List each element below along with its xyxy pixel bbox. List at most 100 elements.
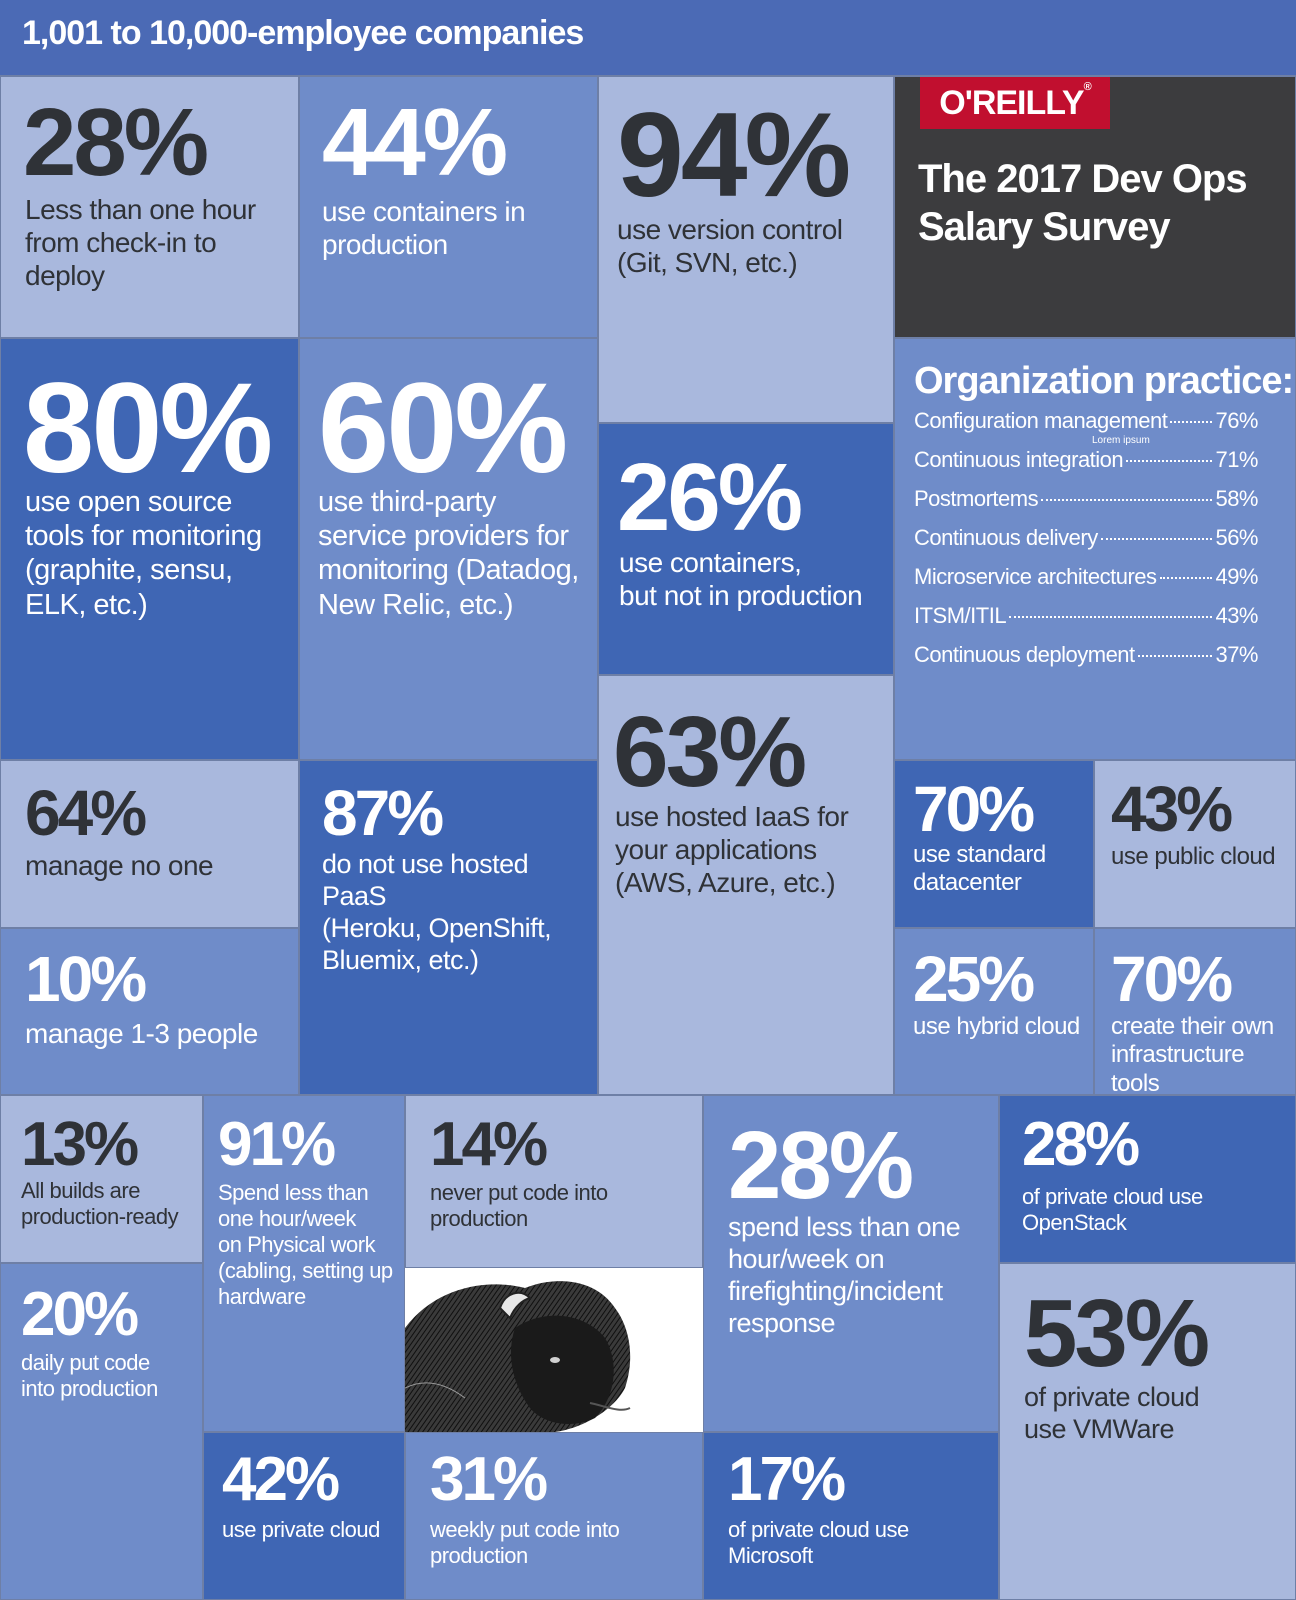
survey-title-line: Salary Survey	[918, 205, 1171, 249]
practice-item-label: Postmortems	[914, 486, 1039, 511]
practice-item: Continuous integration 71%	[914, 447, 1258, 486]
stat-label: create their own	[1111, 1013, 1274, 1040]
stat-percent: 28%	[728, 1112, 914, 1219]
stat-label: manage no one	[25, 850, 214, 881]
stat-label: use open source	[25, 486, 232, 518]
stat-percent: 70%	[913, 773, 1035, 845]
stat-label: production	[430, 1205, 528, 1231]
stat-label: Spend less than	[218, 1180, 369, 1205]
stat-label: from check-in to deploy	[25, 227, 217, 292]
stat-label: hour/week on	[728, 1243, 885, 1274]
practice-item-value: 58%	[1215, 486, 1258, 511]
stat-label: your applications	[615, 834, 817, 866]
stat-percent: 53%	[1024, 1280, 1210, 1387]
stat-label: use version control	[617, 214, 843, 245]
practice-item: Postmortems 58%	[914, 486, 1258, 525]
practice-item-label: Continuous deployment	[914, 642, 1135, 667]
stat-percent: 42%	[222, 1445, 340, 1514]
stat-label: response	[728, 1307, 836, 1338]
dot-leader	[1041, 499, 1213, 501]
stat-label: use containers,	[619, 547, 802, 578]
stat-label: Microsoft	[728, 1542, 813, 1568]
oreilly-logo: O'REILLY®	[920, 77, 1110, 129]
stat-percent: 28%	[1022, 1110, 1140, 1179]
stat-label: OpenStack	[1022, 1209, 1127, 1235]
stat-label: use hybrid cloud	[913, 1013, 1080, 1040]
practice-item-label: Microservice architectures	[914, 564, 1157, 589]
stat-percent: 63%	[613, 696, 807, 808]
stat-percent: 60%	[318, 357, 568, 500]
stat-label: service providers for	[318, 520, 569, 553]
stat-percent: 20%	[21, 1280, 139, 1349]
page-header: 1,001 to 10,000-employee companies	[0, 0, 1296, 76]
stat-own-infra-tools: 70% create their own infrastructure tool…	[1094, 928, 1296, 1095]
stat-percent: 31%	[430, 1445, 548, 1514]
logo-text: O'REILLY	[939, 84, 1084, 122]
stat-label: never put code into	[430, 1180, 608, 1205]
stat-label: datacenter	[913, 869, 1022, 897]
practice-item-value: 71%	[1215, 447, 1258, 472]
stat-percent: 26%	[617, 444, 803, 551]
practice-item-label: Configuration management	[914, 408, 1168, 433]
stat-label: production	[430, 1542, 528, 1568]
stat-label: on Physical work	[218, 1231, 376, 1257]
stat-physical-work: 91% Spend less than one hour/week on Phy…	[203, 1095, 405, 1432]
stat-label: use VMWare	[1024, 1413, 1175, 1444]
stat-weekly-code: 31% weekly put code into production	[405, 1432, 703, 1600]
practice-note: Lorem ipsum	[1092, 435, 1150, 446]
stat-percent: 14%	[430, 1110, 548, 1179]
stat-percent: 13%	[21, 1110, 139, 1179]
survey-title: The 2017 Dev Ops Salary Survey	[918, 155, 1278, 251]
stat-label: into production	[21, 1375, 158, 1401]
organization-practice-panel	[894, 338, 1296, 760]
stat-label: production	[322, 229, 448, 261]
practice-item-label: ITSM/ITIL	[914, 603, 1007, 628]
stat-hosted-iaas: 63% use hosted IaaS for your application…	[598, 675, 894, 1095]
stat-label: (Git, SVN, etc.)	[617, 247, 798, 279]
stat-label: weekly put code into	[430, 1517, 620, 1542]
stat-public-cloud: 43% use public cloud	[1094, 760, 1296, 928]
stat-label: manage 1-3 people	[25, 1018, 258, 1049]
practice-list: Configuration management 76% Continuous in…	[914, 408, 1258, 681]
stat-label: spend less than one	[728, 1212, 961, 1242]
dot-leader	[1009, 616, 1213, 618]
stat-standard-datacenter: 70% use standard datacenter	[894, 760, 1094, 928]
practice-item: Configuration management 76%	[914, 408, 1258, 447]
stat-percent: 80%	[23, 357, 273, 500]
stat-third-party-monitoring: 60% use third-party service providers fo…	[299, 338, 598, 760]
stat-label: (Heroku, OpenShift,	[322, 912, 552, 943]
stat-label: use standard	[913, 841, 1046, 868]
stat-percent: 28%	[23, 89, 209, 196]
stat-label: firefighting/incident	[728, 1275, 943, 1306]
dot-leader	[1137, 655, 1213, 657]
practice-item-value: 56%	[1215, 525, 1258, 550]
stat-never-code: 14% never put code into production	[405, 1095, 703, 1268]
stat-manage-1-3: 10% manage 1-3 people	[0, 928, 299, 1095]
stat-label: one hour/week	[218, 1205, 356, 1231]
stat-hybrid-cloud: 25% use hybrid cloud	[894, 928, 1094, 1095]
stat-label: ELK, etc.)	[25, 588, 148, 621]
practice-item: Continuous delivery 56%	[914, 525, 1258, 564]
stat-percent: 91%	[218, 1110, 336, 1179]
stat-label: do not use hosted PaaS	[322, 849, 529, 911]
stat-microsoft: 17% of private cloud use Microsoft	[703, 1432, 999, 1600]
stat-percent: 43%	[1111, 773, 1233, 845]
stat-label: tools for monitoring	[25, 520, 262, 553]
stat-label: of private cloud use	[1022, 1184, 1203, 1209]
stat-manage-no-one: 64% manage no one	[0, 760, 299, 928]
dot-leader	[1126, 460, 1213, 462]
practice-item: Microservice architectures 49%	[914, 564, 1258, 603]
stat-deploy-hour: 28% Less than one hour from check-in to …	[0, 76, 299, 338]
stat-label: use hosted IaaS for	[615, 801, 849, 832]
stat-label: use public cloud	[1111, 843, 1276, 870]
stat-label: daily put code	[21, 1350, 150, 1375]
stat-label: Less than one hour	[25, 194, 256, 225]
stat-label: of private cloud use	[728, 1517, 909, 1542]
stat-percent: 17%	[728, 1445, 846, 1514]
stat-private-cloud: 42% use private cloud	[203, 1432, 405, 1600]
page-title: 1,001 to 10,000-employee companies	[22, 14, 584, 52]
stat-label: but not in production	[619, 580, 863, 612]
stat-label: (cabling, setting up	[218, 1257, 393, 1283]
stat-percent: 44%	[322, 89, 508, 196]
practice-item-value: 43%	[1215, 603, 1258, 628]
